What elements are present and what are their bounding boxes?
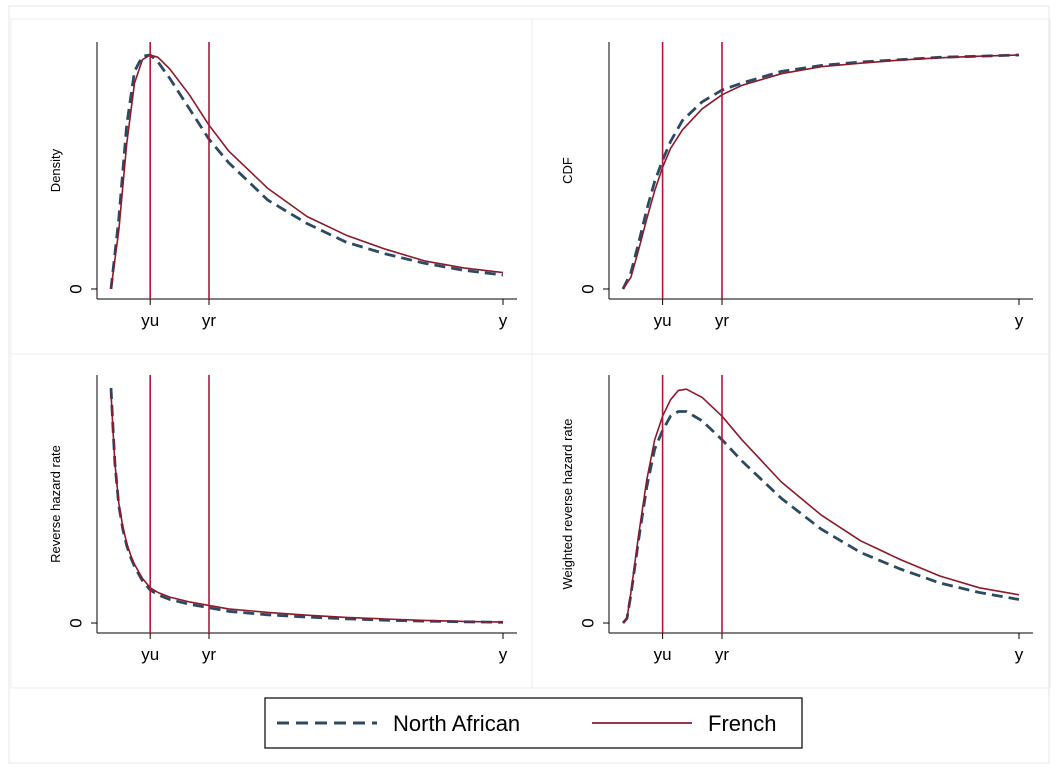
chart-panel-4: 0 yu yr y Weighted reverse hazard rate xyxy=(531,353,1051,689)
series-french-line xyxy=(110,54,504,290)
chart-panel-1: 0 yu yr y Density xyxy=(10,18,533,355)
x-tick-label: yr xyxy=(715,645,730,664)
x-tick-label: yu xyxy=(141,645,159,664)
panel-border xyxy=(531,353,1051,689)
x-tick-label: yr xyxy=(202,645,217,664)
y-axis-label: CDF xyxy=(560,157,575,184)
legend: North African French xyxy=(264,697,803,749)
y-tick-label: 0 xyxy=(66,284,85,293)
legend-french-label: French xyxy=(708,711,776,736)
series-north-african-line xyxy=(109,53,504,290)
y-tick-label: 0 xyxy=(66,618,85,627)
y-axis-label: Reverse hazard rate xyxy=(48,445,63,563)
series-french-line xyxy=(622,388,1020,624)
x-tick-label: yr xyxy=(202,311,217,330)
x-tick-label: yu xyxy=(654,645,672,664)
series-french-line xyxy=(110,392,504,623)
x-tick-label: yu xyxy=(654,311,672,330)
figure-frame xyxy=(8,5,1050,764)
legend-north-african-label: North African xyxy=(393,711,520,736)
x-tick-label: y xyxy=(1015,645,1024,664)
x-tick-label: yr xyxy=(715,311,730,330)
y-axis-label: Weighted reverse hazard rate xyxy=(560,418,575,589)
x-tick-label: y xyxy=(499,645,508,664)
y-tick-label: 0 xyxy=(578,284,597,293)
series-french-line xyxy=(622,54,1020,290)
y-axis-label: Density xyxy=(48,148,63,192)
x-tick-label: yu xyxy=(141,311,159,330)
chart-panel-3: 0 yu yr y Reverse hazard rate xyxy=(10,353,533,689)
x-tick-label: y xyxy=(1015,311,1024,330)
x-tick-label: y xyxy=(499,311,508,330)
y-tick-label: 0 xyxy=(578,618,597,627)
